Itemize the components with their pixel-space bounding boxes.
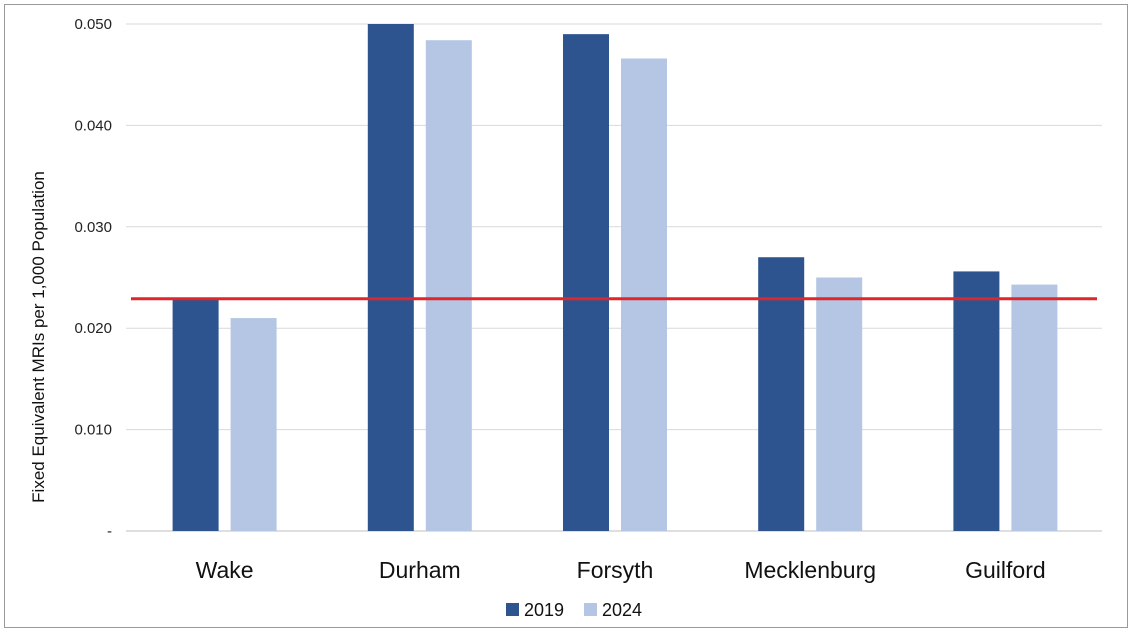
bar-guilford-2024 bbox=[1011, 284, 1058, 531]
legend-label-2019: 2019 bbox=[524, 600, 564, 620]
bar-mecklenburg-2019 bbox=[758, 257, 805, 531]
legend: 2019 2024 bbox=[506, 600, 642, 620]
x-tick-label: Durham bbox=[379, 557, 461, 583]
bar-mecklenburg-2024 bbox=[816, 277, 863, 531]
bar-durham-2019 bbox=[367, 24, 414, 531]
x-tick-label: Mecklenburg bbox=[744, 557, 876, 583]
x-tick-label: Forsyth bbox=[577, 557, 654, 583]
y-tick-label: 0.010 bbox=[74, 422, 112, 439]
legend-label-2024: 2024 bbox=[602, 600, 642, 620]
bar-forsyth-2019 bbox=[563, 34, 609, 531]
bar-durham-2024 bbox=[425, 40, 472, 531]
legend-swatch-2019 bbox=[506, 603, 519, 616]
bars bbox=[172, 24, 1058, 531]
y-tick-label: - bbox=[107, 523, 112, 540]
y-tick-label: 0.030 bbox=[74, 219, 112, 236]
bar-wake-2019 bbox=[172, 298, 219, 531]
x-tick-label: Guilford bbox=[965, 557, 1046, 583]
chart-frame bbox=[4, 4, 1128, 628]
y-tick-label: 0.020 bbox=[74, 320, 112, 337]
y-tick-label: 0.050 bbox=[74, 16, 112, 33]
x-tick-label: Wake bbox=[196, 557, 254, 583]
bar-wake-2024 bbox=[230, 318, 277, 531]
bar-guilford-2019 bbox=[953, 271, 1000, 531]
gridlines bbox=[126, 23, 1102, 532]
y-axis-title: Fixed Equivalent MRIs per 1,000 Populati… bbox=[29, 171, 48, 503]
legend-swatch-2024 bbox=[584, 603, 597, 616]
y-tick-label: 0.040 bbox=[74, 117, 112, 134]
y-axis-ticks: - 0.010 0.020 0.030 0.040 0.050 bbox=[74, 16, 112, 540]
x-axis-categories: Wake Durham Forsyth Mecklenburg Guilford bbox=[196, 557, 1046, 583]
bar-forsyth-2024 bbox=[621, 58, 667, 531]
